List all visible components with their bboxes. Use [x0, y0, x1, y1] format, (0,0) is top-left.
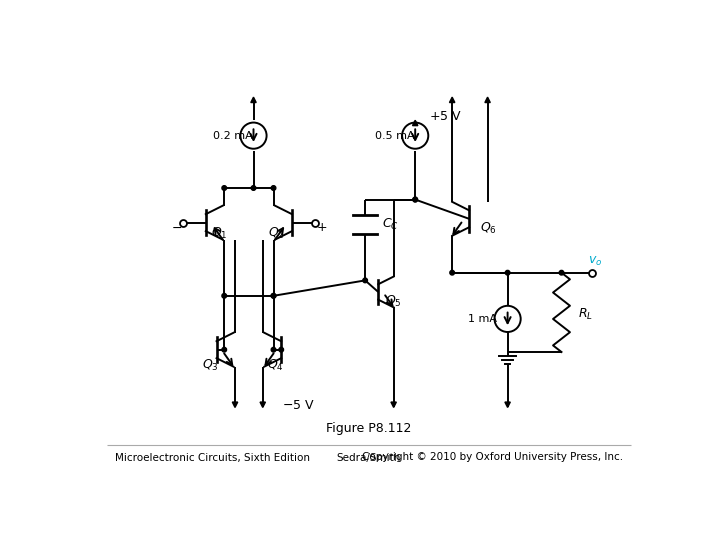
Circle shape [505, 271, 510, 275]
Text: 0.2 mA: 0.2 mA [213, 131, 253, 140]
Circle shape [271, 186, 276, 190]
Text: Copyright © 2010 by Oxford University Press, Inc.: Copyright © 2010 by Oxford University Pr… [362, 453, 623, 462]
Circle shape [251, 186, 256, 190]
Circle shape [271, 294, 276, 298]
Text: $-$: $-$ [171, 221, 182, 234]
Text: $-5\ \mathrm{V}$: $-5\ \mathrm{V}$ [282, 399, 315, 411]
Text: $Q_1$: $Q_1$ [212, 226, 228, 241]
Polygon shape [233, 402, 238, 408]
Circle shape [271, 347, 276, 352]
Text: $Q_6$: $Q_6$ [480, 220, 497, 235]
Text: $Q_3$: $Q_3$ [202, 357, 219, 373]
Polygon shape [485, 97, 490, 103]
Text: $+5\ \mathrm{V}$: $+5\ \mathrm{V}$ [429, 110, 462, 123]
Circle shape [222, 294, 227, 298]
Circle shape [450, 271, 454, 275]
Circle shape [279, 347, 284, 352]
Polygon shape [505, 402, 510, 408]
Text: Microelectronic Circuits, Sixth Edition: Microelectronic Circuits, Sixth Edition [115, 453, 310, 462]
Text: 0.5 mA: 0.5 mA [375, 131, 415, 140]
Circle shape [413, 197, 418, 202]
Text: $+$: $+$ [315, 221, 327, 234]
Polygon shape [251, 97, 256, 103]
Text: $v_o$: $v_o$ [588, 255, 603, 268]
Polygon shape [391, 402, 396, 408]
Polygon shape [260, 402, 266, 408]
Circle shape [559, 271, 564, 275]
Polygon shape [413, 120, 418, 126]
Circle shape [222, 186, 227, 190]
Polygon shape [449, 97, 455, 103]
Text: $R_L$: $R_L$ [578, 307, 593, 322]
Text: Figure P8.112: Figure P8.112 [326, 422, 412, 435]
Circle shape [271, 294, 276, 298]
Text: 1 mA: 1 mA [467, 314, 497, 324]
Circle shape [363, 278, 367, 283]
Text: $Q_4$: $Q_4$ [266, 357, 284, 373]
Text: Sedra/Smith: Sedra/Smith [337, 453, 401, 462]
Text: $Q_2$: $Q_2$ [269, 226, 285, 241]
Text: $C_C$: $C_C$ [382, 217, 399, 232]
Text: $Q_5$: $Q_5$ [385, 294, 402, 309]
Circle shape [222, 347, 227, 352]
Circle shape [413, 197, 418, 202]
